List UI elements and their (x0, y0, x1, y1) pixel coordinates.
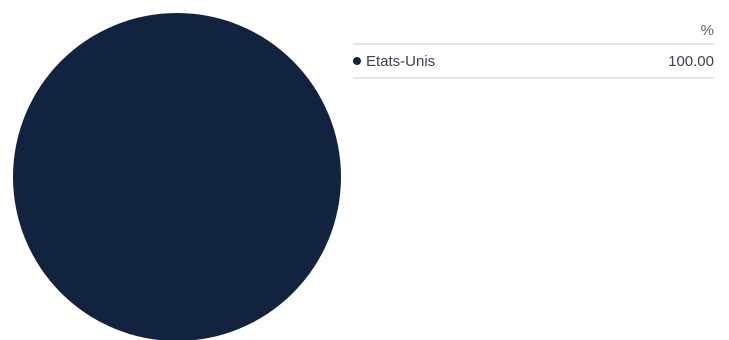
pie-slice-0 (13, 13, 341, 340)
legend-dot-icon (353, 57, 361, 65)
legend-row: Etats-Unis 100.00 (353, 45, 714, 79)
legend-item: Etats-Unis (353, 53, 435, 70)
legend-label: Etats-Unis (366, 52, 436, 70)
legend-header: % (353, 18, 714, 45)
pie-chart (13, 13, 341, 340)
legend-table: % Etats-Unis 100.00 (353, 18, 714, 79)
legend-value: 100.00 (668, 52, 714, 70)
percent-header: % (700, 22, 714, 39)
